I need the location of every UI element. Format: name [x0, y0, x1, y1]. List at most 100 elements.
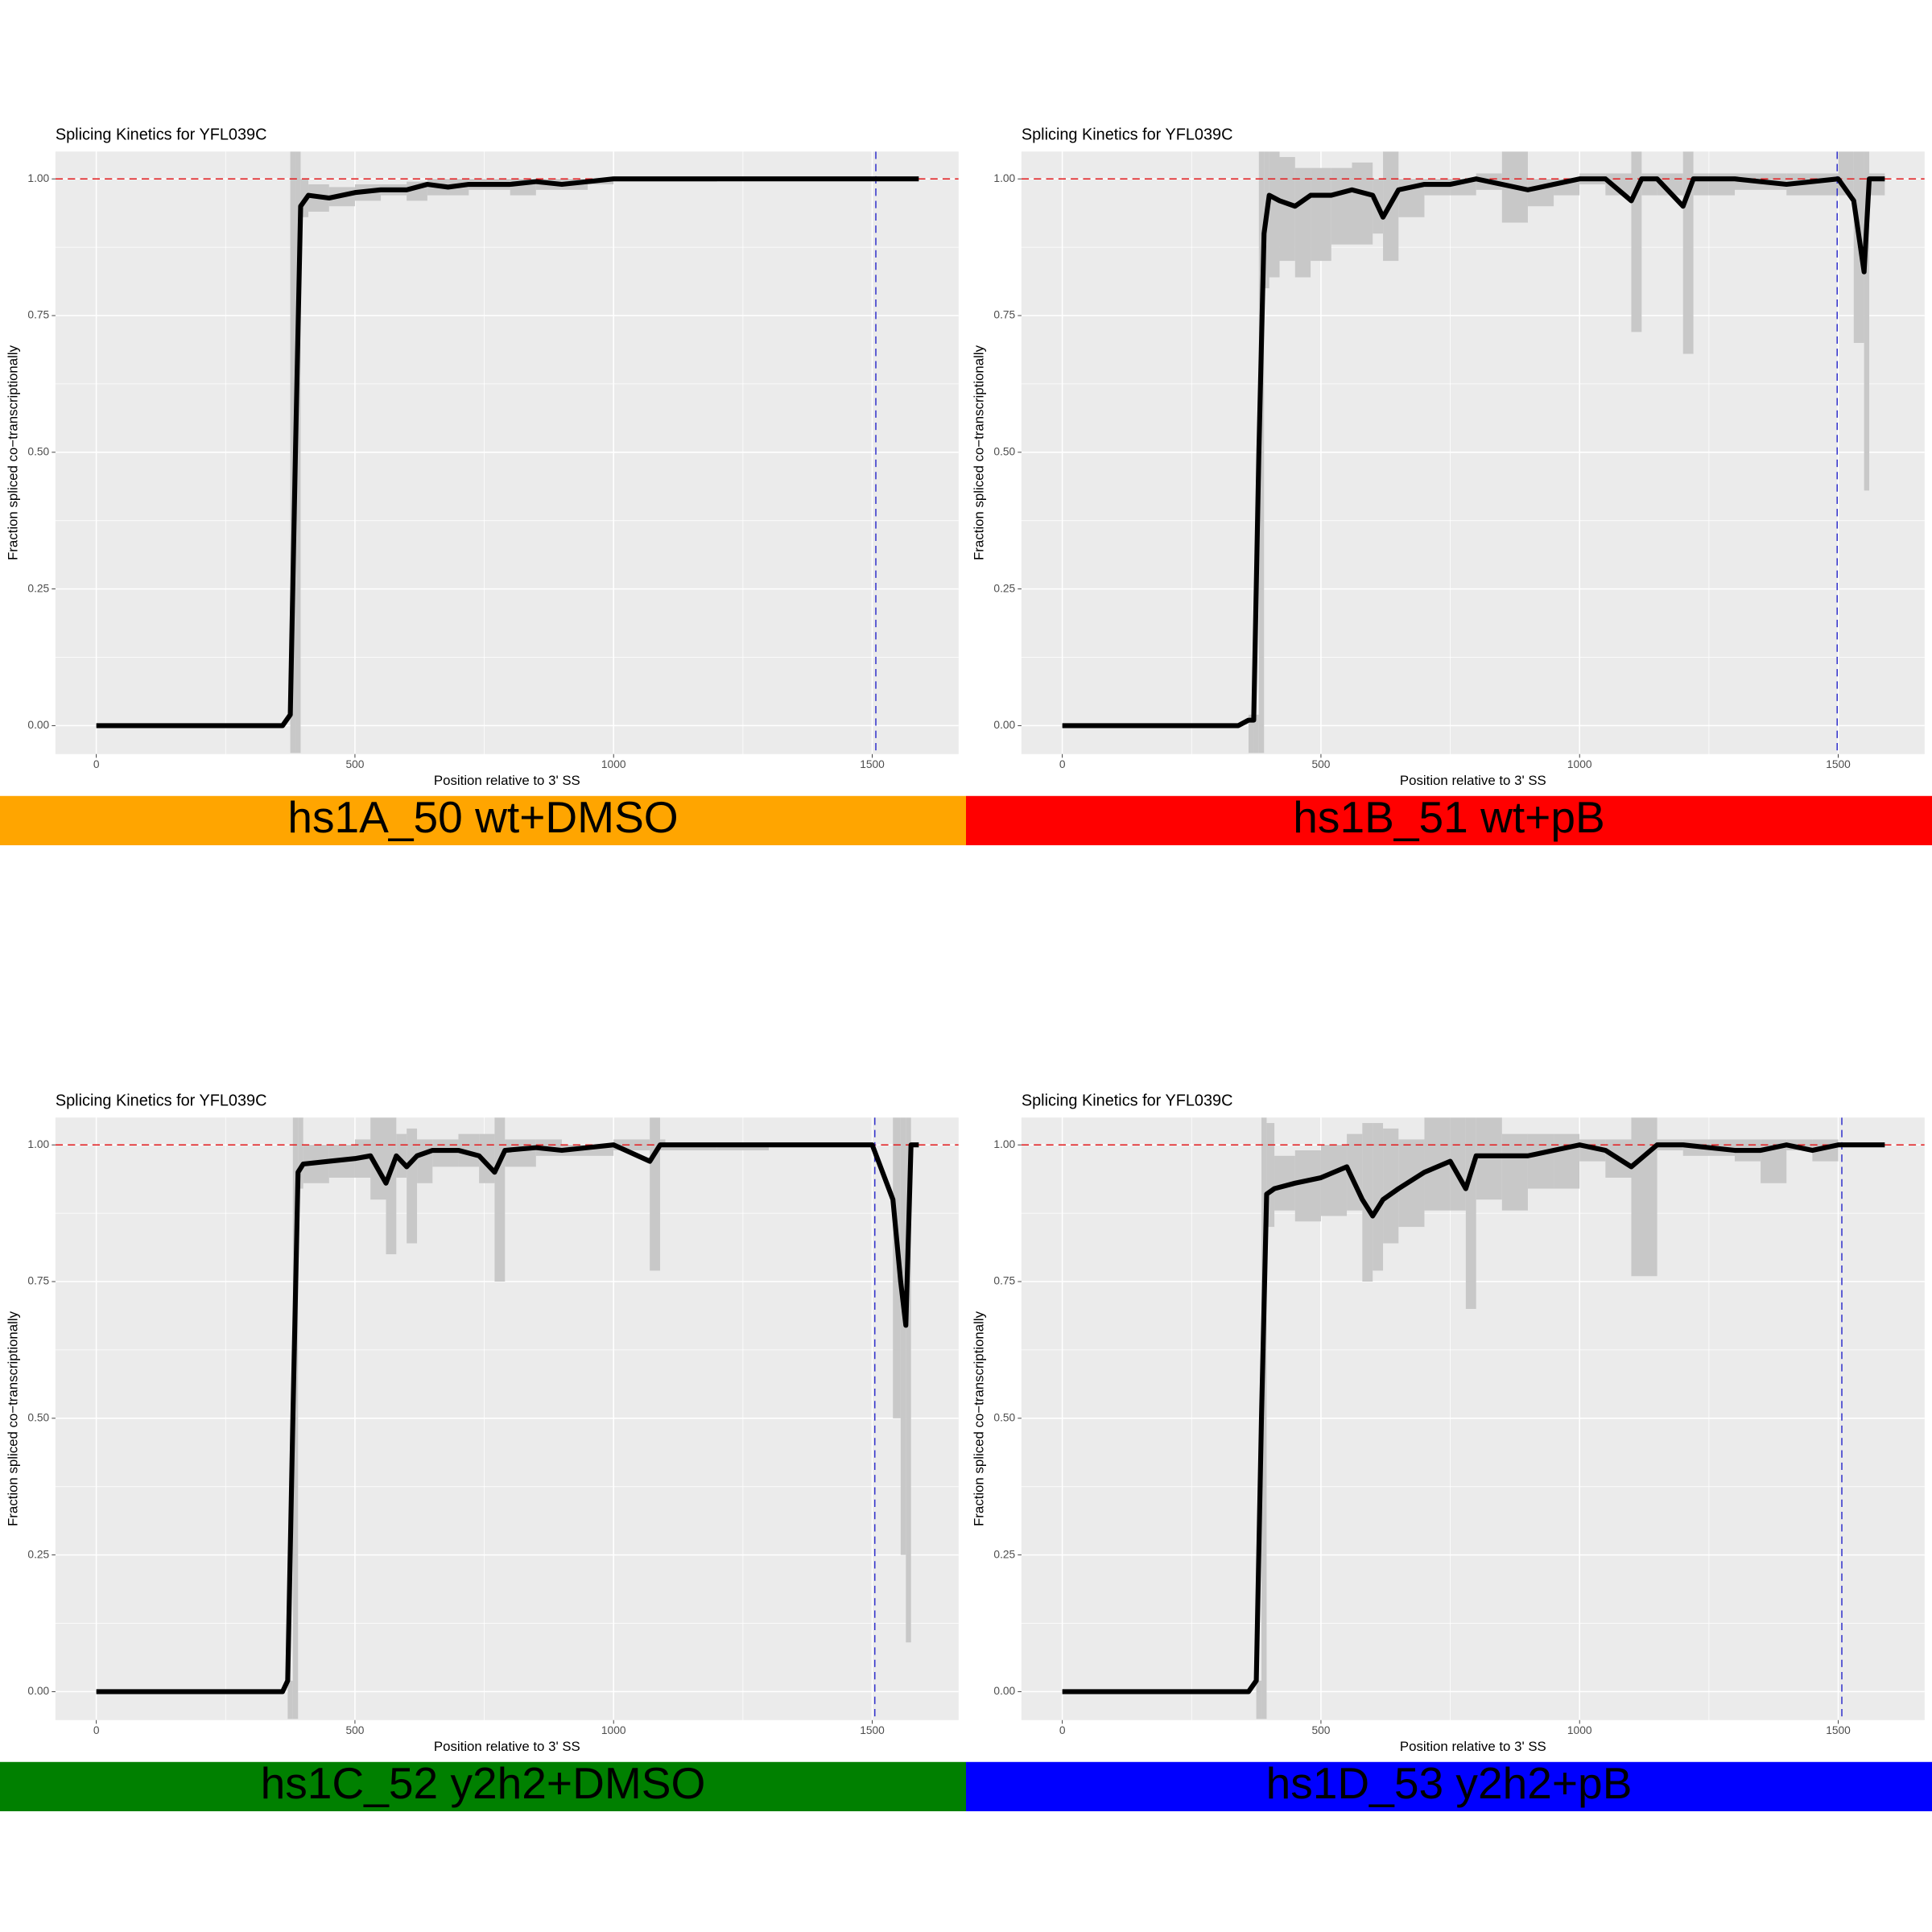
- ribbon-segment: [417, 1139, 433, 1183]
- chart-title: Splicing Kinetics for YFL039C: [1022, 126, 1233, 144]
- panel-label: hs1B_51 wt+pB: [1293, 792, 1604, 842]
- y-axis-label: Fraction spliced co−transcriptionally: [971, 1311, 986, 1526]
- ribbon-segment: [716, 1145, 769, 1151]
- x-tick-label: 1000: [601, 1724, 626, 1736]
- panel: 0.00 0.25 0.50 0.75 1.00 0 500 1000 1500 Splicing…: [0, 126, 966, 845]
- panel-label-bar: [966, 795, 1932, 845]
- plot-layer: [55, 1117, 959, 1720]
- x-tick-label: 1500: [1826, 1724, 1851, 1736]
- y-tick-label: 1.00: [27, 1138, 49, 1150]
- ribbon-segment: [1320, 1145, 1348, 1216]
- panel-label-bar: [966, 1761, 1932, 1811]
- x-axis-label: Position relative to 3' SS: [434, 773, 580, 788]
- x-tick-label: 1500: [860, 758, 885, 770]
- ribbon-segment: [386, 1117, 397, 1255]
- x-tick-label: 1000: [601, 758, 626, 770]
- y-tick-label: 0.00: [993, 719, 1015, 731]
- ribbon-segment: [650, 1117, 661, 1271]
- y-tick-label: 1.00: [993, 172, 1015, 184]
- x-tick-label: 0: [1059, 758, 1066, 770]
- ribbon-segment: [900, 1117, 906, 1555]
- y-axis-label: Fraction spliced co−transcriptionally: [5, 1311, 20, 1526]
- x-tick-label: 500: [345, 758, 364, 770]
- ribbon-segment: [407, 1128, 418, 1244]
- ribbon-segment: [1256, 1680, 1262, 1719]
- ribbon-segment: [1261, 1117, 1267, 1719]
- kinetics-line: [1062, 1142, 1885, 1695]
- y-tick-label: 0.25: [993, 582, 1015, 594]
- panel: 0.00 0.25 0.50 0.75 1.00 0 500 1000 1500 Splicing…: [966, 126, 1932, 845]
- y-tick-label: 0.25: [27, 1548, 49, 1560]
- x-tick-label: 500: [345, 1724, 364, 1736]
- ribbon-segment: [1864, 151, 1870, 491]
- panel-label-bar: [0, 795, 966, 845]
- panel-label: hs1A_50 wt+DMSO: [287, 792, 678, 842]
- chart-title: Splicing Kinetics for YFL039C: [56, 126, 267, 144]
- y-tick-label: 0.75: [993, 1275, 1015, 1287]
- ribbon-segment: [1352, 162, 1373, 245]
- ribbon-segment: [1476, 1117, 1502, 1200]
- ribbon-segment: [298, 1117, 303, 1189]
- y-tick-label: 0.75: [993, 309, 1015, 321]
- ribbon-segment: [1279, 157, 1295, 262]
- x-tick-label: 0: [93, 758, 100, 770]
- ribbon-segment: [1501, 1133, 1528, 1211]
- y-tick-label: 0.50: [27, 1411, 49, 1423]
- y-tick-label: 0.75: [27, 1275, 49, 1287]
- ribbon-segment: [287, 1680, 293, 1719]
- chart-title: Splicing Kinetics for YFL039C: [1022, 1092, 1233, 1110]
- ribbon-segment: [290, 151, 296, 753]
- kinetics-line: [96, 1142, 919, 1695]
- y-tick-label: 1.00: [27, 172, 49, 184]
- ribbon-segment: [1294, 1150, 1321, 1222]
- ribbon-segment: [1258, 151, 1265, 753]
- ribbon-segment: [893, 1117, 901, 1418]
- y-tick-label: 0.25: [27, 582, 49, 594]
- ribbon-segment: [494, 1117, 506, 1282]
- panel-label-bar: [0, 1761, 966, 1811]
- y-tick-label: 0.50: [27, 445, 49, 457]
- ribbon-segment: [1554, 1133, 1580, 1189]
- plot-layer: [1021, 151, 1925, 754]
- y-tick-label: 1.00: [993, 1138, 1015, 1150]
- panel: 0.00 0.25 0.50 0.75 1.00 0 500 1000 1500 Splicing…: [0, 1092, 966, 1811]
- ribbon-segment: [906, 1117, 911, 1643]
- panel: 0.00 0.25 0.50 0.75 1.00 0 500 1000 1500 Splicing…: [966, 1092, 1932, 1811]
- x-axis-label: Position relative to 3' SS: [1400, 1739, 1546, 1754]
- y-tick-label: 0.00: [27, 1685, 49, 1697]
- y-tick-label: 0.00: [993, 1685, 1015, 1697]
- y-axis-label: Fraction spliced co−transcriptionally: [5, 345, 20, 560]
- ribbon-segment: [1373, 1123, 1384, 1271]
- ribbon-segment: [295, 151, 301, 753]
- y-tick-label: 0.75: [27, 309, 49, 321]
- ribbon-segment: [1631, 1117, 1657, 1277]
- ribbon-segment: [432, 1139, 459, 1167]
- ribbon-segment: [1269, 151, 1280, 278]
- x-tick-label: 500: [1311, 1724, 1330, 1736]
- y-tick-label: 0.50: [993, 1411, 1015, 1423]
- ribbon-segment: [1450, 1117, 1466, 1211]
- kinetics-line: [96, 176, 919, 729]
- x-tick-label: 1500: [1826, 758, 1851, 770]
- ribbon-segment: [505, 1139, 536, 1167]
- ribbon-segment: [1424, 179, 1451, 196]
- ribbon-segment: [1253, 714, 1259, 753]
- x-axis-label: Position relative to 3' SS: [434, 1739, 580, 1754]
- ribbon-segment: [1362, 1123, 1373, 1282]
- ribbon-segment: [1294, 167, 1311, 278]
- panel-label: hs1C_52 y2h2+DMSO: [261, 1758, 706, 1808]
- y-tick-label: 0.00: [27, 719, 49, 731]
- ribbon-segment: [1248, 714, 1254, 753]
- ribbon-segment: [1527, 1133, 1554, 1189]
- ribbon-segment: [1383, 1128, 1399, 1244]
- y-tick-label: 0.25: [993, 1548, 1015, 1560]
- ribbon-segment: [665, 1145, 717, 1151]
- x-tick-label: 0: [1059, 1724, 1066, 1736]
- ribbon-segment: [1266, 1123, 1275, 1228]
- ribbon-segment: [292, 1117, 299, 1719]
- y-tick-label: 0.50: [993, 445, 1015, 457]
- x-tick-label: 1500: [860, 1724, 885, 1736]
- plot-layer: [55, 151, 959, 754]
